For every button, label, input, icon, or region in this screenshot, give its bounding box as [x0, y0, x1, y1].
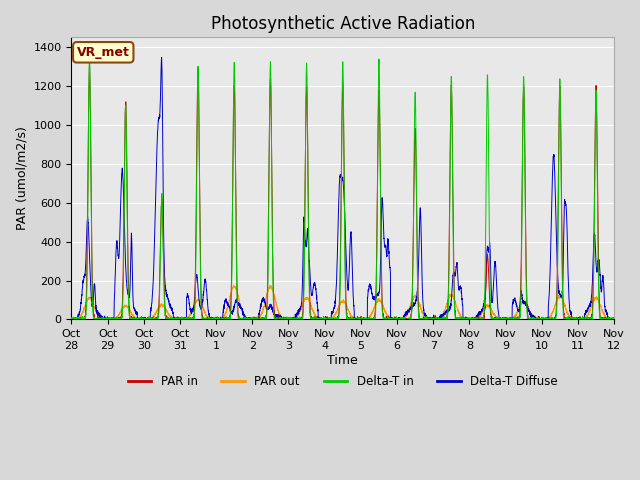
Y-axis label: PAR (umol/m2/s): PAR (umol/m2/s)	[15, 126, 28, 230]
Legend: PAR in, PAR out, Delta-T in, Delta-T Diffuse: PAR in, PAR out, Delta-T in, Delta-T Dif…	[123, 370, 563, 393]
Text: VR_met: VR_met	[77, 46, 130, 59]
X-axis label: Time: Time	[328, 353, 358, 367]
Title: Photosynthetic Active Radiation: Photosynthetic Active Radiation	[211, 15, 475, 33]
